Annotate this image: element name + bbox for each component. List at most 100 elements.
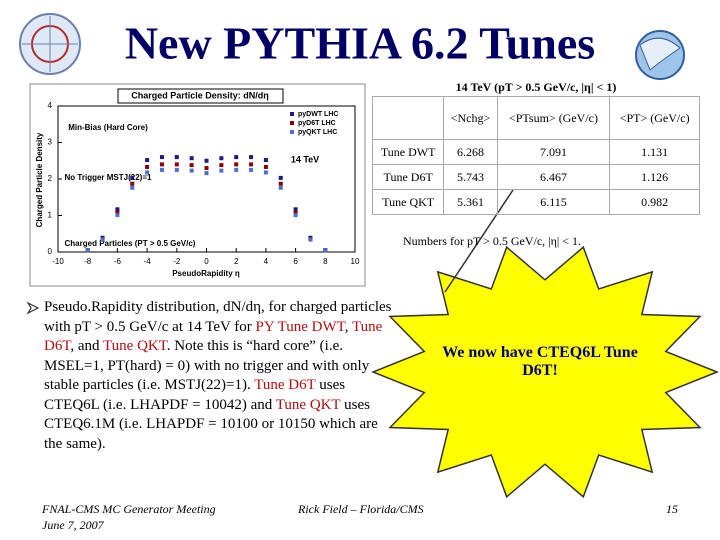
marker xyxy=(323,248,328,253)
legend-marker xyxy=(290,112,294,116)
y-tick-label: 0 xyxy=(48,247,53,256)
table-cell: 0.982 xyxy=(609,189,700,215)
marker xyxy=(145,158,150,163)
starburst xyxy=(370,245,720,499)
marker xyxy=(145,170,150,175)
text-segment: Pseudo.Rapidity distribution, dN/dη, for… xyxy=(44,299,392,335)
marker xyxy=(130,181,135,186)
marker xyxy=(249,167,254,172)
marker xyxy=(145,164,150,169)
text-segment: uses CTEQ6.1M (i.e. LHAPDF = 10100 or 10… xyxy=(44,396,378,452)
x-tick-label: -2 xyxy=(173,257,181,266)
annotation: Charged Particles (PT > 0.5 GeV/c) xyxy=(65,239,196,248)
legend-label: pyD6T LHC xyxy=(298,120,336,127)
right-logo xyxy=(635,30,685,80)
y-tick-label: 2 xyxy=(48,174,53,183)
legend-marker xyxy=(290,121,294,125)
text-segment: , xyxy=(344,318,352,335)
marker xyxy=(159,167,164,172)
row-header: Tune QKT xyxy=(371,189,445,215)
callout: We now have CTEQ6L Tune D6T! xyxy=(442,344,638,379)
marker xyxy=(159,155,164,160)
marker xyxy=(100,237,105,242)
table-cell: 7.091 xyxy=(496,139,611,165)
x-tick-label: 6 xyxy=(293,257,298,266)
table-note: Numbers for pT > 0.5 GeV/c, |η| < 1. xyxy=(402,234,582,248)
marker xyxy=(293,210,298,215)
footer-author: Rick Field – Florida/CMS xyxy=(298,502,424,516)
marker xyxy=(278,175,283,180)
footer-meeting: FNAL-CMS MC Generator Meeting xyxy=(42,502,216,516)
x-tick-label: 2 xyxy=(234,257,239,266)
marker xyxy=(308,237,313,242)
header-cell: <PT> (GeV/c) xyxy=(609,96,700,140)
marker xyxy=(278,181,283,186)
marker xyxy=(85,248,90,253)
annotation: Min-Bias (Hard Core) xyxy=(68,123,148,132)
marker xyxy=(174,162,179,167)
table-cell: 6.115 xyxy=(496,189,611,215)
marker xyxy=(130,175,135,180)
legend-label: pyQKT LHC xyxy=(298,129,337,136)
row-header: Tune DWT xyxy=(371,139,445,165)
marker xyxy=(219,156,224,161)
marker xyxy=(174,155,179,160)
text-segment: Tune QKT xyxy=(275,396,341,413)
marker xyxy=(263,170,268,175)
marker xyxy=(204,158,209,163)
text-segment: Tune QKT xyxy=(103,338,167,354)
x-tick-label: -10 xyxy=(52,257,64,266)
marker xyxy=(189,156,194,161)
marker xyxy=(204,166,209,171)
annotation: No Trigger MSTJ(22)=1 xyxy=(65,173,152,182)
header-cell: <Nchg> xyxy=(443,96,498,140)
marker xyxy=(189,168,194,173)
marker xyxy=(234,155,239,160)
plot-title-box xyxy=(117,88,284,104)
marker xyxy=(174,167,179,172)
bullet-icon xyxy=(26,301,40,315)
table-cell: 6.467 xyxy=(496,164,611,190)
table-row: Tune DWT 6.268 7.091 1.131 xyxy=(371,139,700,165)
legend-marker xyxy=(290,130,294,134)
marker xyxy=(115,213,120,218)
marker xyxy=(159,162,164,167)
table-caption: 14 TeV (pT > 0.5 GeV/c, |η| < 1) xyxy=(455,80,617,94)
x-tick-label: 0 xyxy=(204,257,209,266)
marker xyxy=(249,162,254,167)
empty-cell xyxy=(371,96,445,140)
y-tick-label: 1 xyxy=(48,211,53,220)
table-cell: 1.126 xyxy=(609,164,700,190)
marker xyxy=(130,185,135,190)
text-segment: Tune D6T xyxy=(44,318,383,355)
marker xyxy=(219,163,224,168)
footer-page: 15 xyxy=(666,502,678,516)
marker xyxy=(204,171,209,176)
marker xyxy=(293,213,298,218)
legend-label: pyDWT LHC xyxy=(298,111,338,118)
table-cell: 1.131 xyxy=(609,139,700,165)
table-cell: 6.268 xyxy=(443,139,498,165)
bullet-text: Pseudo.Rapidity distribution, dN/dη, for… xyxy=(44,298,394,454)
x-tick-label: 10 xyxy=(351,257,360,266)
table-cell: 5.743 xyxy=(443,164,498,190)
text-segment: uses CTEQ6L (i.e. LHAPDF = 10042) and xyxy=(44,377,346,413)
marker xyxy=(219,168,224,173)
marker xyxy=(189,163,194,168)
marker xyxy=(234,167,239,172)
x-axis-label: PseudoRapidity η xyxy=(172,269,240,278)
footer-date: June 7, 2007 xyxy=(42,518,104,532)
table-row: Tune QKT 5.361 6.115 0.982 xyxy=(371,189,700,215)
marker xyxy=(115,207,120,212)
left-logo xyxy=(19,13,81,75)
slide-title: New PYTHIA 6.2 Tunes xyxy=(125,18,595,69)
table-cell: 5.361 xyxy=(443,189,498,215)
marker xyxy=(249,155,254,160)
marker xyxy=(263,164,268,169)
y-tick-label: 3 xyxy=(48,138,53,147)
x-tick-label: -8 xyxy=(84,257,92,266)
annotation: 14 TeV xyxy=(291,154,319,164)
table: <Nchg> <PTsum> (GeV/c) <PT> (GeV/c) Tune D… xyxy=(371,96,700,215)
